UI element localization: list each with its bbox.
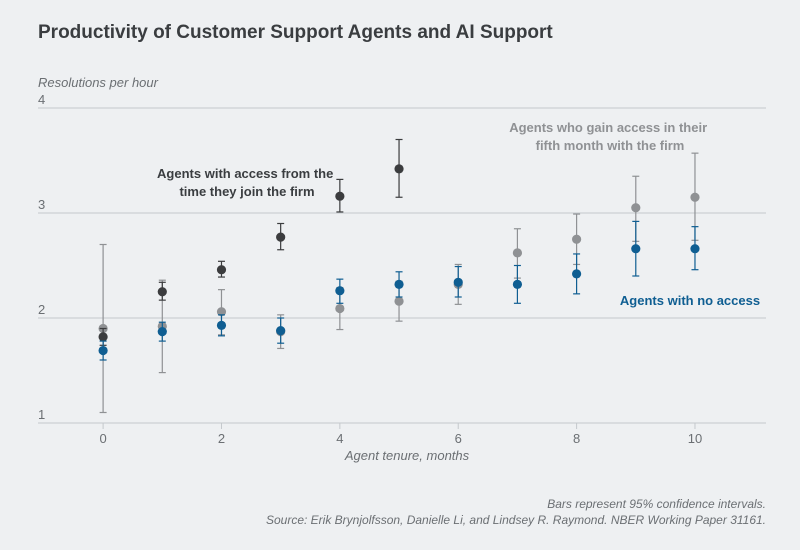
x-tick-label-8: 8 xyxy=(573,431,580,446)
series-early xyxy=(98,138,404,346)
annotation-no-access: Agents with no access xyxy=(620,293,760,308)
source-note: Source: Erik Brynjolfsson, Danielle Li, … xyxy=(266,513,766,527)
x-tick-label-0: 0 xyxy=(99,431,106,446)
point-early-4 xyxy=(335,191,345,201)
point-none-3 xyxy=(276,326,286,336)
point-none-9 xyxy=(631,244,641,254)
x-tick-label-6: 6 xyxy=(455,431,462,446)
point-early-2 xyxy=(216,265,227,275)
y-tick-label-4: 4 xyxy=(38,92,45,107)
point-early-0 xyxy=(98,332,108,342)
x-tick-label-10: 10 xyxy=(688,431,702,446)
y-tick-label-1: 1 xyxy=(38,407,45,422)
annotation-late-access-line-1: Agents who gain access in their xyxy=(509,120,707,135)
point-early-1 xyxy=(157,287,167,297)
point-none-7 xyxy=(512,279,523,289)
y-tick-labels: 1 2 3 4 xyxy=(38,92,45,422)
point-none-2 xyxy=(216,320,227,330)
annotation-early-access-line-2: time they join the firm xyxy=(179,184,314,199)
point-late-7 xyxy=(512,248,523,258)
point-none-1 xyxy=(157,327,167,337)
point-none-10 xyxy=(690,244,700,254)
point-early-3 xyxy=(276,232,286,242)
annotation-late-access: Agents who gain access in their fifth mo… xyxy=(509,120,711,153)
point-late-10 xyxy=(690,192,700,202)
grid xyxy=(38,107,766,424)
y-tick-label-3: 3 xyxy=(38,197,45,212)
point-late-2 xyxy=(216,307,227,317)
point-none-0 xyxy=(98,345,108,356)
annotation-late-access-line-2: fifth month with the firm xyxy=(536,138,685,153)
point-late-9 xyxy=(631,203,641,213)
footnote: Bars represent 95% confidence intervals. xyxy=(547,497,766,511)
x-tick-label-2: 2 xyxy=(218,431,225,446)
x-axis-label: Agent tenure, months xyxy=(344,448,470,463)
series-none xyxy=(98,220,700,361)
chart-title: Productivity of Customer Support Agents … xyxy=(38,22,553,43)
x-tick-label-4: 4 xyxy=(336,431,343,446)
point-late-8 xyxy=(572,234,582,244)
point-none-4 xyxy=(335,286,345,296)
y-tick-label-2: 2 xyxy=(38,302,45,317)
point-none-6 xyxy=(453,277,463,287)
point-late-4 xyxy=(335,303,345,314)
point-none-5 xyxy=(394,279,404,289)
y-axis-label: Resolutions per hour xyxy=(38,75,159,90)
x-axis: 0 2 4 6 8 10 xyxy=(99,423,702,446)
annotation-early-access: Agents with access from the time they jo… xyxy=(157,166,337,199)
point-late-5 xyxy=(394,296,404,306)
annotation-early-access-line-1: Agents with access from the xyxy=(157,166,333,181)
point-none-8 xyxy=(572,269,582,279)
data-marks xyxy=(98,138,700,414)
point-early-5 xyxy=(394,164,404,174)
